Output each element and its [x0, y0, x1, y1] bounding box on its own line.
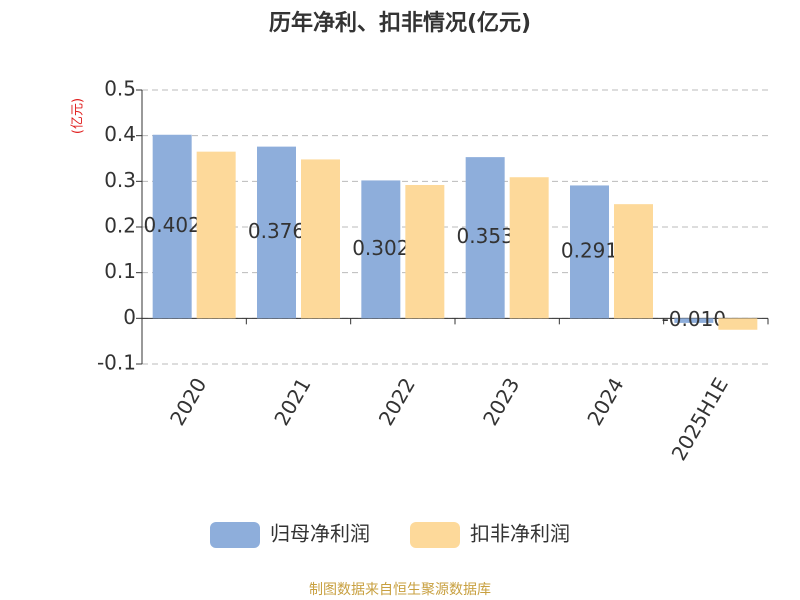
bar — [152, 134, 192, 319]
bar — [570, 185, 609, 319]
x-tick-label: 2022 — [374, 374, 420, 430]
bar — [674, 318, 714, 323]
value-label: -0.010 — [662, 307, 726, 331]
x-tick-label: 2024 — [582, 374, 628, 430]
value-label: 0.291 — [561, 238, 618, 262]
legend-swatch — [210, 522, 260, 548]
y-tick-label: 0.5 — [104, 77, 136, 101]
y-tick-label: -0.1 — [97, 351, 136, 375]
bar — [196, 151, 236, 319]
legend-swatch — [410, 522, 460, 548]
value-label: 0.353 — [457, 224, 514, 248]
y-tick-label: 0.2 — [104, 214, 136, 238]
bar — [361, 180, 401, 319]
y-tick-label: 0 — [123, 305, 136, 329]
bar — [405, 184, 445, 319]
bar — [614, 204, 653, 319]
x-tick-label: 2025H1E — [666, 374, 732, 465]
x-tick-label: 2021 — [269, 374, 315, 430]
bar — [257, 146, 296, 319]
x-tick-label: 2020 — [165, 374, 211, 430]
source-note: 制图数据来自恒生聚源数据库 — [309, 582, 491, 598]
y-axis-label: (亿元) — [71, 98, 86, 134]
y-tick-label: 0.3 — [104, 168, 136, 192]
chart-title: 历年净利、扣非情况(亿元) — [269, 10, 531, 36]
y-tick-label: 0.4 — [104, 122, 136, 146]
bar — [301, 159, 340, 319]
bar — [509, 177, 549, 319]
legend-label: 扣非净利润 — [470, 522, 570, 546]
x-tick-label: 2023 — [478, 374, 524, 430]
value-label: 0.376 — [248, 219, 305, 243]
value-label: 0.302 — [352, 236, 409, 260]
value-label: 0.402 — [144, 213, 201, 237]
legend-label: 归母净利润 — [270, 522, 370, 546]
bar — [465, 157, 505, 319]
y-tick-label: 0.1 — [104, 259, 136, 283]
bar — [718, 318, 758, 330]
